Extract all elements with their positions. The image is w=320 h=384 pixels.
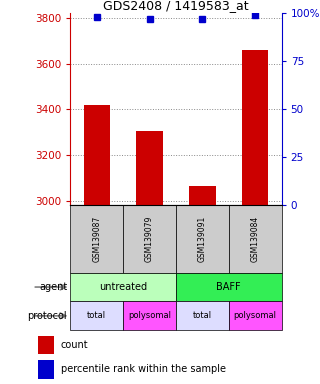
Bar bbox=[70, 205, 123, 273]
Text: GSM139084: GSM139084 bbox=[251, 216, 260, 262]
Bar bbox=[70, 301, 123, 330]
Text: untreated: untreated bbox=[99, 282, 147, 292]
Bar bbox=[176, 205, 229, 273]
Bar bbox=[84, 105, 110, 205]
Text: total: total bbox=[193, 311, 212, 320]
Bar bbox=[189, 186, 216, 205]
Bar bbox=[229, 301, 282, 330]
Bar bbox=[176, 273, 282, 301]
Bar bbox=[70, 273, 176, 301]
Bar bbox=[38, 336, 54, 354]
Text: agent: agent bbox=[39, 282, 67, 292]
Text: polysomal: polysomal bbox=[234, 311, 277, 320]
Text: GSM139091: GSM139091 bbox=[198, 216, 207, 262]
Bar bbox=[229, 205, 282, 273]
Bar bbox=[123, 301, 176, 330]
Bar bbox=[38, 360, 54, 379]
Text: percentile rank within the sample: percentile rank within the sample bbox=[61, 364, 226, 374]
Title: GDS2408 / 1419583_at: GDS2408 / 1419583_at bbox=[103, 0, 249, 12]
Bar bbox=[123, 205, 176, 273]
Text: count: count bbox=[61, 340, 88, 350]
Bar bbox=[242, 50, 268, 205]
Bar bbox=[136, 131, 163, 205]
Bar bbox=[176, 301, 229, 330]
Text: polysomal: polysomal bbox=[128, 311, 171, 320]
Text: total: total bbox=[87, 311, 106, 320]
Text: BAFF: BAFF bbox=[217, 282, 241, 292]
Text: GSM139079: GSM139079 bbox=[145, 216, 154, 262]
Text: protocol: protocol bbox=[28, 311, 67, 321]
Text: GSM139087: GSM139087 bbox=[92, 216, 101, 262]
